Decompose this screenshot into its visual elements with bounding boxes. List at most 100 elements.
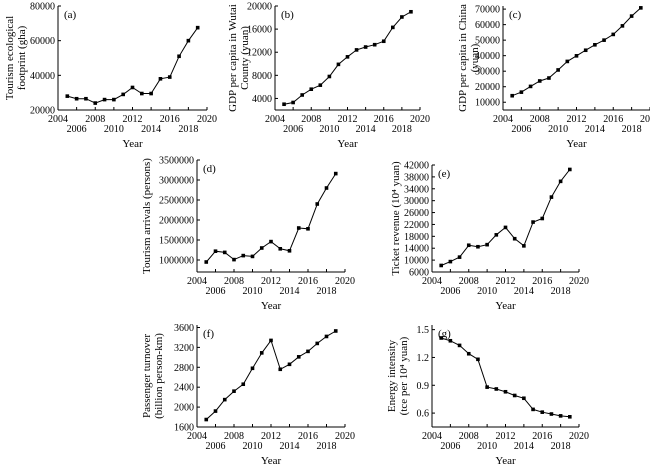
x-tick-label: 2004 bbox=[422, 276, 442, 287]
data-point bbox=[381, 39, 386, 44]
data-point bbox=[259, 246, 264, 250]
x-tick-label: 2016 bbox=[532, 276, 552, 287]
y-tick-label: 3500000 bbox=[159, 156, 194, 167]
x-tick-label: 2018 bbox=[392, 124, 412, 135]
data-point bbox=[315, 341, 320, 346]
x-tick-label: 2010 bbox=[243, 286, 263, 297]
data-point bbox=[291, 100, 295, 105]
data-point bbox=[540, 216, 545, 221]
data-point bbox=[485, 242, 489, 247]
x-tick-label: 2020 bbox=[410, 114, 430, 125]
x-tick-label: 2008 bbox=[301, 114, 321, 125]
data-point bbox=[213, 409, 218, 413]
series-line bbox=[67, 27, 199, 104]
chart-panel-3: (c) 10000 20000 30000 40000 50000 60000 70000 20… bbox=[457, 4, 650, 150]
data-point bbox=[620, 24, 625, 28]
data-point bbox=[512, 393, 517, 398]
y-tick-label: 18000 bbox=[404, 232, 429, 243]
data-point bbox=[439, 263, 443, 268]
y-tick-label: 80000 bbox=[30, 2, 55, 13]
x-axis-title: Year bbox=[495, 455, 516, 467]
data-point bbox=[558, 414, 563, 418]
data-point bbox=[549, 412, 554, 416]
x-tick-label: 2008 bbox=[224, 276, 244, 287]
data-point bbox=[333, 329, 338, 333]
data-point bbox=[204, 417, 209, 422]
data-point bbox=[494, 233, 499, 237]
x-tick-label: 2014 bbox=[514, 441, 534, 452]
x-tick-label: 2018 bbox=[317, 441, 337, 452]
data-point bbox=[547, 76, 551, 80]
y-tick-label: 60000 bbox=[475, 20, 500, 31]
x-tick-label: 2006 bbox=[67, 124, 87, 135]
data-point bbox=[287, 249, 292, 253]
data-point bbox=[629, 14, 634, 18]
data-point bbox=[593, 43, 597, 47]
data-point bbox=[306, 349, 310, 354]
x-tick-label: 2012 bbox=[567, 114, 587, 125]
y-axis-title: GDP per capita in China(yuan) bbox=[457, 4, 481, 112]
series-line bbox=[512, 7, 642, 97]
data-point bbox=[93, 101, 98, 105]
data-point bbox=[510, 93, 514, 98]
x-tick-label: 2020 bbox=[335, 276, 355, 287]
data-point bbox=[102, 97, 107, 102]
data-point bbox=[503, 225, 508, 230]
x-tick-label: 2020 bbox=[197, 114, 217, 125]
x-tick-label: 2014 bbox=[514, 286, 534, 297]
chart-panel-2: (b)4000800012000160002000020042006200820… bbox=[227, 2, 430, 151]
y-axis-title-line: County (yuan) bbox=[239, 26, 251, 90]
x-tick-label: 2016 bbox=[160, 114, 180, 125]
x-tick-label: 2012 bbox=[496, 276, 516, 287]
y-tick-label: 3000000 bbox=[159, 176, 194, 187]
panel-label: (e) bbox=[438, 168, 451, 180]
y-axis-title: GDP per capita in WutaiCounty (yuan) bbox=[227, 4, 251, 112]
x-tick-label: 2012 bbox=[261, 431, 281, 442]
data-point bbox=[296, 226, 301, 230]
data-point bbox=[485, 385, 489, 389]
x-tick-label: 2010 bbox=[477, 441, 497, 452]
x-axis-title: Year bbox=[261, 300, 282, 312]
x-tick-label: 2016 bbox=[298, 431, 318, 442]
data-point bbox=[457, 343, 462, 348]
x-tick-label: 2006 bbox=[206, 286, 226, 297]
data-point bbox=[74, 96, 79, 101]
x-tick-label: 2006 bbox=[440, 286, 460, 297]
chart-panel-5: (e) 6000100001400018000220002600030000340… bbox=[390, 161, 589, 313]
series-line bbox=[205, 173, 337, 263]
chart-panel-4: (d) 1000000 1500000 2000000 2500000 3000000 35… bbox=[141, 156, 355, 313]
y-axis-title-line: Tourism arrivals (persons) bbox=[141, 158, 153, 274]
x-tick-label: 2006 bbox=[440, 441, 460, 452]
x-tick-label: 2014 bbox=[141, 124, 161, 135]
x-tick-label: 2004 bbox=[187, 431, 207, 442]
y-tick-label: 16000 bbox=[247, 25, 272, 36]
x-tick-label: 2012 bbox=[123, 114, 143, 125]
panel-label: (c) bbox=[509, 9, 522, 21]
data-point bbox=[112, 97, 116, 102]
data-point bbox=[140, 91, 144, 96]
y-tick-label: 70000 bbox=[475, 5, 500, 16]
y-axis-title-line: GDP per capita in China bbox=[457, 4, 469, 112]
y-tick-label: 0.6 bbox=[417, 409, 430, 420]
y-tick-label: 12000 bbox=[247, 48, 272, 59]
y-tick-label: 2500000 bbox=[159, 196, 194, 207]
y-axis-title: Tourism arrivals (persons) bbox=[141, 158, 153, 274]
x-tick-label: 2018 bbox=[551, 286, 571, 297]
y-axis-title: Passenger turnover(billion person-km) bbox=[141, 333, 165, 419]
y-tick-label: 20000 bbox=[247, 2, 272, 13]
x-tick-label: 2010 bbox=[548, 124, 568, 135]
x-tick-label: 2004 bbox=[493, 114, 513, 125]
x-tick-label: 2014 bbox=[585, 124, 605, 135]
data-point bbox=[439, 336, 443, 340]
data-point bbox=[522, 396, 526, 401]
x-tick-label: 2020 bbox=[569, 276, 589, 287]
y-tick-label: 1000000 bbox=[159, 256, 194, 267]
data-point bbox=[494, 387, 499, 391]
y-tick-label: 2400 bbox=[174, 383, 194, 394]
x-axis-title: Year bbox=[337, 138, 358, 150]
data-point bbox=[549, 195, 554, 199]
data-point bbox=[204, 260, 209, 264]
y-axis-title-line: footprint (gha) bbox=[16, 25, 28, 90]
data-point bbox=[65, 94, 70, 98]
x-axis-title: Year bbox=[261, 455, 282, 467]
